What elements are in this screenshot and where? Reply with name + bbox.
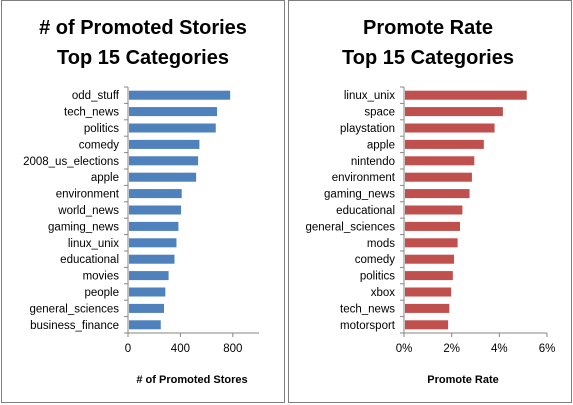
bar (405, 123, 495, 133)
bar (405, 271, 453, 281)
category-label: general_sciences (29, 303, 119, 315)
x-axis-label: Promote Rate (427, 374, 499, 386)
chart-title-line-1: Promote Rate (363, 17, 493, 39)
bar-chart-promote-rate: Promote Rate Top 15 Categories Promote R… (305, 17, 556, 386)
x-tick-label: 800 (223, 343, 242, 355)
x-tick-label: 0 (125, 343, 131, 355)
plot-area: 0 400 800 odd_stuff tech_news politics comedy 2… (23, 86, 259, 355)
bar (405, 156, 475, 166)
category-label: nintendo (351, 156, 395, 168)
category-label: comedy (79, 139, 120, 151)
bar (129, 90, 231, 100)
category-label: apple (91, 172, 119, 184)
bar (405, 238, 458, 248)
category-label: playstation (340, 123, 395, 135)
chart-panel-promote-rate: Promote Rate Top 15 Categories Promote R… (288, 0, 572, 403)
bar (129, 139, 200, 149)
bar (129, 156, 199, 166)
category-label: educational (60, 254, 119, 266)
category-label: world_news (57, 205, 119, 217)
category-label: educational (336, 205, 395, 217)
category-label: people (84, 287, 119, 299)
bar (129, 303, 165, 313)
category-label: linux_unix (68, 238, 119, 250)
bar (405, 90, 527, 100)
category-label: politics (84, 123, 119, 135)
bar (129, 254, 175, 264)
bar (405, 139, 484, 149)
category-label: environment (56, 189, 120, 201)
x-tick-label: 0% (396, 343, 413, 355)
x-tick-label: 2% (443, 343, 460, 355)
category-label: linux_unix (344, 90, 395, 102)
x-axis-label: # of Promoted Stores (136, 374, 247, 386)
bar (129, 221, 179, 231)
bar (405, 221, 461, 231)
category-label: gaming_news (324, 189, 395, 201)
category-label: tech_news (64, 107, 119, 119)
bar (129, 271, 169, 281)
bar (129, 238, 177, 248)
x-tick-label: 4% (491, 343, 508, 355)
bar-chart-promoted-stories: # of Promoted Stories Top 15 Categories … (23, 17, 259, 386)
bar (129, 320, 161, 330)
bar (129, 172, 197, 182)
bar (405, 189, 470, 199)
bar (405, 254, 455, 264)
bar (405, 287, 452, 297)
bar (405, 107, 503, 117)
chart-title-line-2: Top 15 Categories (342, 47, 514, 69)
category-label: mods (367, 238, 395, 250)
category-label: movies (83, 271, 120, 283)
category-label: general_sciences (305, 221, 395, 233)
category-label: odd_stuff (72, 90, 120, 102)
bar (405, 320, 449, 330)
bar (129, 123, 216, 133)
category-label: motorsport (340, 320, 396, 332)
bar (405, 172, 472, 182)
category-label: gaming_news (48, 221, 119, 233)
category-label: apple (367, 139, 395, 151)
category-label: business_finance (30, 320, 119, 332)
category-label: environment (332, 172, 396, 184)
bar (129, 107, 218, 117)
bar (129, 189, 182, 199)
category-label: 2008_us_elections (23, 156, 119, 168)
bar (405, 205, 463, 215)
chart-title-line-1: # of Promoted Stories (39, 17, 247, 39)
category-label: xbox (371, 287, 396, 299)
category-label: tech_news (340, 303, 395, 315)
bar (129, 287, 166, 297)
category-label: comedy (355, 254, 396, 266)
chart-panel-promoted-stories: # of Promoted Stories Top 15 Categories … (1, 0, 285, 403)
bar (129, 205, 182, 215)
bar (405, 303, 450, 313)
category-label: politics (360, 271, 395, 283)
x-tick-label: 6% (539, 343, 556, 355)
chart-title-line-2: Top 15 Categories (57, 47, 229, 69)
x-tick-label: 400 (171, 343, 190, 355)
category-label: space (364, 107, 395, 119)
